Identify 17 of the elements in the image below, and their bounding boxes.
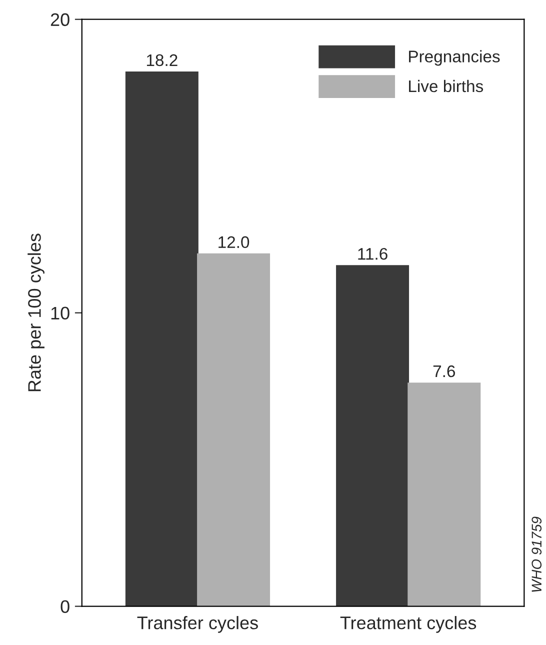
y-axis-title: Rate per 100 cycles [28,234,44,392]
bar [125,71,198,606]
legend-label: Pregnancies [409,50,500,66]
data-label: 11.6 [358,248,388,260]
y-tick-label: 10 [51,306,70,320]
text: WHO 91759 [532,516,542,592]
data-label: 18.2 [146,54,178,66]
y-tick-label: 0 [60,600,70,614]
data-label: 7.6 [433,365,455,378]
bar [336,265,410,606]
x-tick-label: Transfer cycles [137,616,258,633]
legend-label: Live births [409,80,484,92]
x-tick-label: Treatment cycles [340,616,476,633]
y-tick-label: 20 [50,13,70,26]
bar [408,382,481,606]
data-label: 12.0 [218,236,250,248]
bar [197,253,270,606]
